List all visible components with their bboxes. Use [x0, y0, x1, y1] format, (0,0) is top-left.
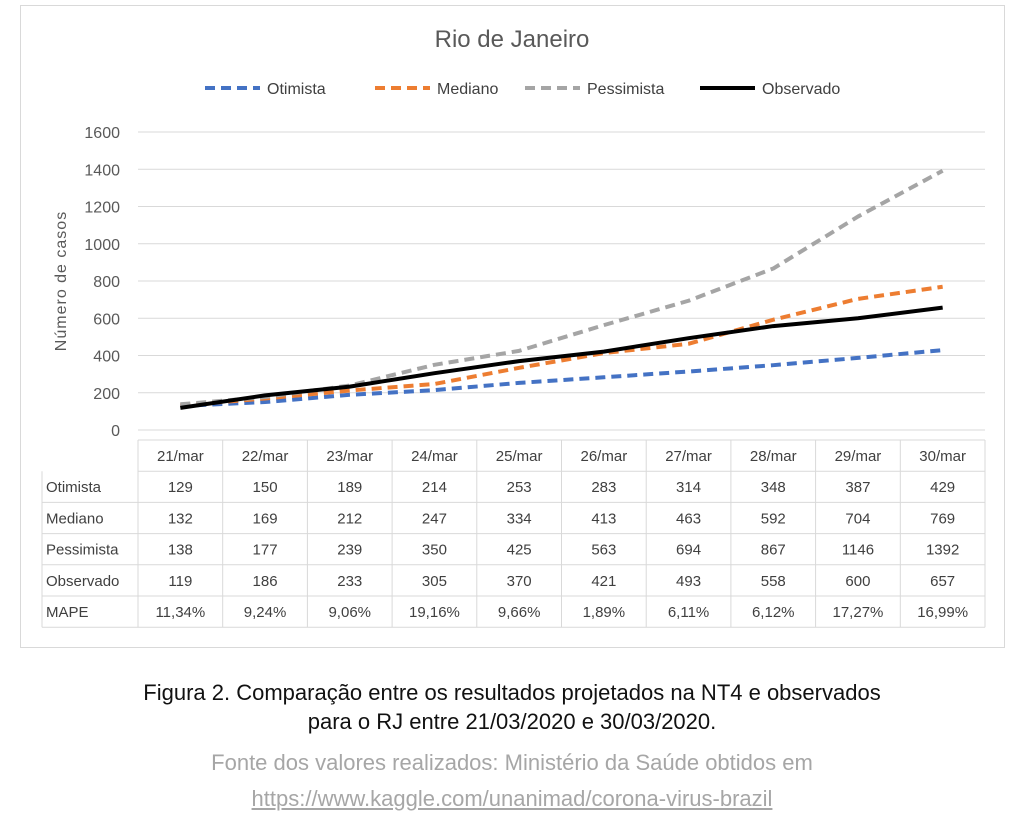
table-cell: 867: [761, 542, 786, 559]
y-tick-label: 1400: [84, 162, 120, 179]
legend-label-otimista: Otimista: [267, 81, 326, 98]
table-cell: 214: [422, 479, 447, 496]
table-cell: 370: [507, 573, 532, 590]
table-cell: 1392: [926, 542, 959, 559]
x-category-label: 25/mar: [496, 448, 543, 465]
x-category-label: 26/mar: [581, 448, 628, 465]
table-row-label: Mediano: [46, 510, 104, 527]
table-cell: 421: [591, 573, 616, 590]
table-cell: 413: [591, 510, 616, 527]
table-cell: 425: [507, 542, 532, 559]
y-tick-label: 400: [93, 349, 120, 366]
table-cell: 186: [253, 573, 278, 590]
table-cell: 350: [422, 542, 447, 559]
table-cell: 769: [930, 510, 955, 527]
table-cell: 657: [930, 573, 955, 590]
y-tick-label: 800: [93, 274, 120, 291]
table-cell: 387: [845, 479, 870, 496]
table-cell: 1,89%: [583, 604, 626, 621]
figure-caption-line2: para o RJ entre 21/03/2020 e 30/03/2020.: [307, 709, 717, 734]
table-cell: 233: [337, 573, 362, 590]
table-row-label: Pessimista: [46, 542, 119, 559]
table-cell: 138: [168, 542, 193, 559]
x-category-label: 21/mar: [157, 448, 204, 465]
x-category-label: 24/mar: [411, 448, 458, 465]
table-cell: 150: [253, 479, 278, 496]
y-axis-label: Número de casos: [53, 211, 70, 351]
x-category-label: 23/mar: [326, 448, 373, 465]
table-cell: 16,99%: [917, 604, 968, 621]
table-cell: 189: [337, 479, 362, 496]
x-category-label: 30/mar: [919, 448, 966, 465]
table-cell: 600: [845, 573, 870, 590]
table-cell: 429: [930, 479, 955, 496]
x-category-label: 28/mar: [750, 448, 797, 465]
series-line-pessimista: [180, 168, 944, 407]
legend-label-observado: Observado: [762, 81, 840, 98]
table-cell: 11,34%: [155, 604, 205, 621]
table-cell: 212: [337, 510, 362, 527]
chart-title: Rio de Janeiro: [435, 26, 590, 53]
table-cell: 119: [168, 573, 192, 590]
source-link[interactable]: https://www.kaggle.com/unanimad/corona-v…: [251, 786, 773, 811]
table-cell: 704: [845, 510, 870, 527]
table-cell: 19,16%: [409, 604, 460, 621]
table-cell: 563: [591, 542, 616, 559]
table-row-label: Otimista: [46, 479, 102, 496]
table-cell: 592: [761, 510, 786, 527]
table-cell: 305: [422, 573, 447, 590]
table-row-label: Observado: [46, 573, 119, 590]
table-cell: 9,66%: [498, 604, 541, 621]
table-cell: 253: [507, 479, 532, 496]
table-cell: 132: [168, 510, 193, 527]
table-cell: 6,12%: [752, 604, 795, 621]
y-tick-label: 1000: [84, 237, 120, 254]
y-tick-label: 0: [111, 423, 120, 440]
source-text: Fonte dos valores realizados: Ministério…: [211, 750, 813, 775]
table-cell: 239: [337, 542, 362, 559]
table-cell: 493: [676, 573, 701, 590]
y-tick-label: 200: [93, 386, 120, 403]
table-cell: 694: [676, 542, 701, 559]
table-cell: 17,27%: [833, 604, 884, 621]
table-cell: 334: [507, 510, 532, 527]
table-cell: 314: [676, 479, 701, 496]
table-cell: 283: [591, 479, 616, 496]
figure-caption-line1: Figura 2. Comparação entre os resultados…: [143, 680, 881, 705]
line-chart: Rio de Janeiro Otimista Mediano Pessimista O…: [41, 26, 986, 628]
x-category-label: 27/mar: [665, 448, 712, 465]
series-line-observado: [180, 305, 943, 410]
table-cell: 348: [761, 479, 786, 496]
legend-label-pessimista: Pessimista: [587, 81, 664, 98]
table-cell: 9,06%: [328, 604, 371, 621]
x-category-label: 29/mar: [835, 448, 882, 465]
table-cell: 9,24%: [244, 604, 287, 621]
table-cell: 129: [168, 479, 193, 496]
chart-frame: [20, 5, 1005, 648]
y-tick-label: 1600: [84, 125, 120, 142]
legend-label-mediano: Mediano: [437, 81, 498, 98]
table-cell: 558: [761, 573, 786, 590]
table-cell: 177: [253, 542, 278, 559]
table-cell: 247: [422, 510, 447, 527]
series-line-mediano: [180, 284, 943, 408]
y-tick-label: 600: [93, 311, 120, 328]
table-cell: 463: [676, 510, 701, 527]
x-category-label: 22/mar: [242, 448, 289, 465]
table-cell: 1146: [842, 542, 874, 559]
y-tick-label: 1200: [84, 200, 120, 217]
table-cell: 169: [253, 510, 278, 527]
table-cell: 6,11%: [668, 604, 709, 621]
table-row-label: MAPE: [46, 604, 89, 621]
